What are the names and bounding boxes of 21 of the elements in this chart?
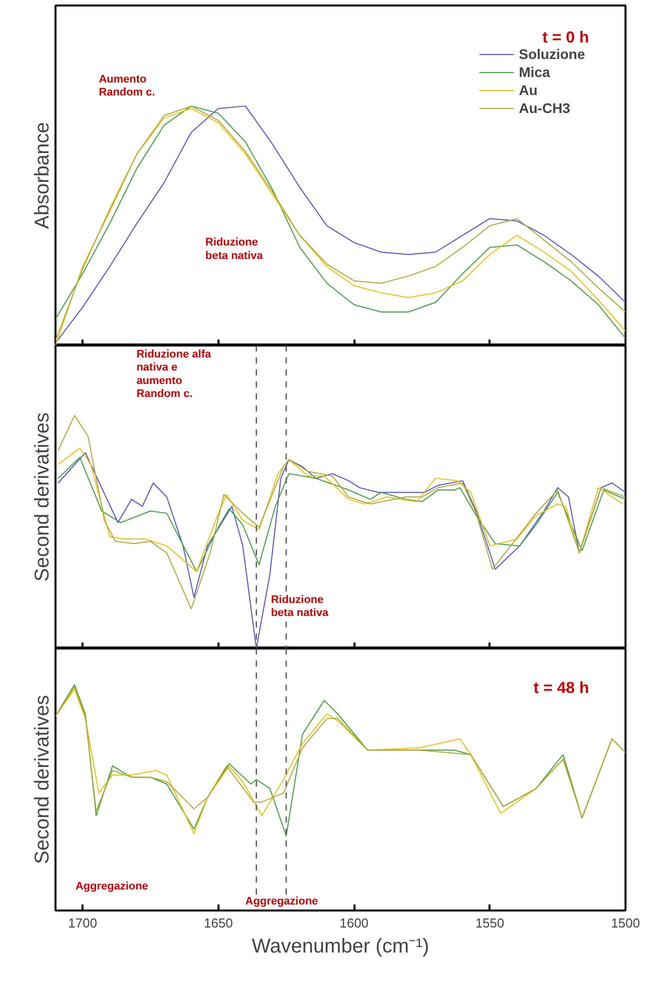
annotation: Riduzione beta nativa: [270, 594, 330, 620]
legend-label: Soluzione: [518, 45, 585, 63]
text: Aumento Random c.: [98, 74, 156, 99]
legend-label: Au-CH3: [518, 99, 570, 117]
legend-label: Au: [518, 81, 539, 99]
y-axis-title: Second derivatives: [32, 412, 54, 582]
annotation: Riduzione beta nativa: [205, 236, 264, 262]
text: t = 0 h: [542, 29, 590, 46]
text: Riduzione alfa nativa e aumento Random c.: [136, 348, 212, 400]
y-axis-title: Absorbance: [32, 122, 54, 229]
x-tick-label: 1500: [611, 916, 640, 930]
x-tick-label: 1700: [68, 916, 98, 930]
annotation: Aggregazione: [75, 880, 148, 892]
legend-label: Mica: [518, 63, 550, 81]
x-tick-label: 1550: [475, 916, 504, 930]
annotation: Aggregazione: [245, 896, 318, 908]
x-tick-label: 1650: [204, 916, 233, 930]
y-axis-title: Second derivatives: [32, 695, 54, 864]
x-axis-title: Wavenumber (cm⁻¹): [252, 936, 430, 958]
x-tick-label: 1600: [340, 916, 369, 930]
annotation: t = 48 h: [533, 680, 590, 697]
